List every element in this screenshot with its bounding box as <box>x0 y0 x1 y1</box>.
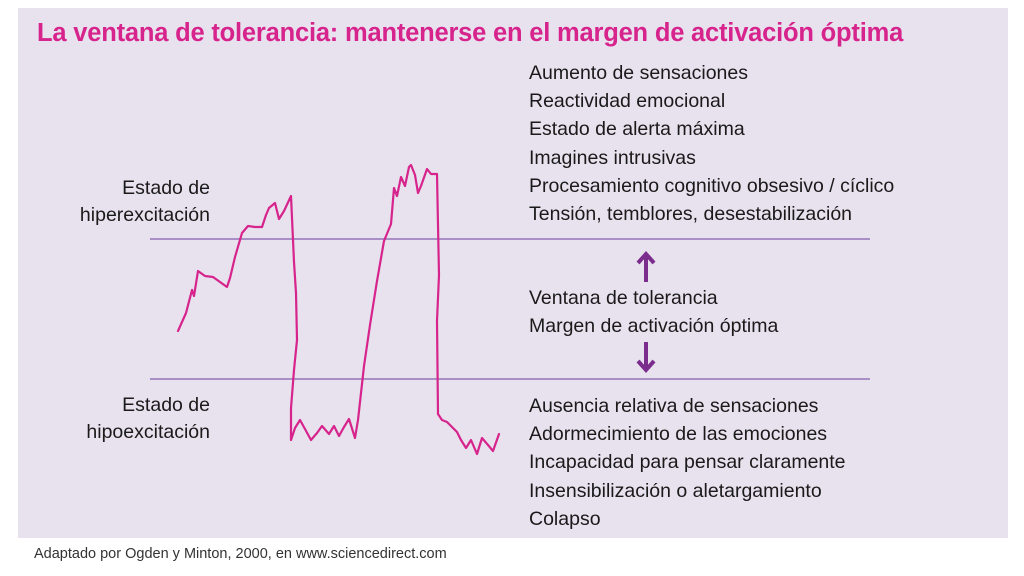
hyperarousal-label-line2: hiperexcitación <box>79 204 210 226</box>
hypoarousal-symptom-list: Ausencia relativa de sensaciones Adormec… <box>529 392 846 533</box>
list-item: Reactividad emocional <box>529 90 726 113</box>
diagram-panel <box>18 8 1008 538</box>
hypoarousal-label-line2: hipoexcitación <box>86 421 210 443</box>
list-item: Aumento de sensaciones <box>529 62 748 84</box>
list-item: Ventana de tolerancia <box>529 287 718 309</box>
list-item: Incapacidad para pensar claramente <box>529 451 846 474</box>
tolerance-window-text: Ventana de tolerancia Margen de activaci… <box>529 284 778 340</box>
hypoarousal-label: Estado de hipoexcitación <box>10 392 210 446</box>
list-item: Adormecimiento de las emociones <box>529 423 828 446</box>
list-item: Tensión, temblores, desestabilización <box>529 203 853 226</box>
list-item: Margen de activación óptima <box>529 315 779 338</box>
list-item: Procesamiento cognitivo obsesivo / cícli… <box>529 174 895 197</box>
list-item: Estado de alerta máxima <box>529 118 745 141</box>
arousal-trace-line <box>176 163 501 456</box>
list-item: Insensibilización o aletargamiento <box>529 479 822 502</box>
hyperarousal-symptom-list: Aumento de sensaciones Reactividad emoci… <box>529 59 894 228</box>
list-item: Ausencia relativa de sensaciones <box>529 395 819 417</box>
diagram-title: La ventana de tolerancia: mantenerse en … <box>37 19 904 47</box>
list-item: Colapso <box>529 507 601 530</box>
hyperarousal-label-line1: Estado de <box>122 177 210 199</box>
arrow-down-icon <box>636 342 656 374</box>
list-item: Imagines intrusivas <box>529 146 696 169</box>
arrow-up-icon <box>636 250 656 282</box>
hyperarousal-label: Estado de hiperexcitación <box>10 175 210 229</box>
source-credit: Adaptado por Ogden y Minton, 2000, en ww… <box>34 546 447 562</box>
lower-threshold-line <box>150 378 870 380</box>
upper-threshold-line <box>150 238 870 240</box>
hypoarousal-label-line1: Estado de <box>122 394 210 416</box>
